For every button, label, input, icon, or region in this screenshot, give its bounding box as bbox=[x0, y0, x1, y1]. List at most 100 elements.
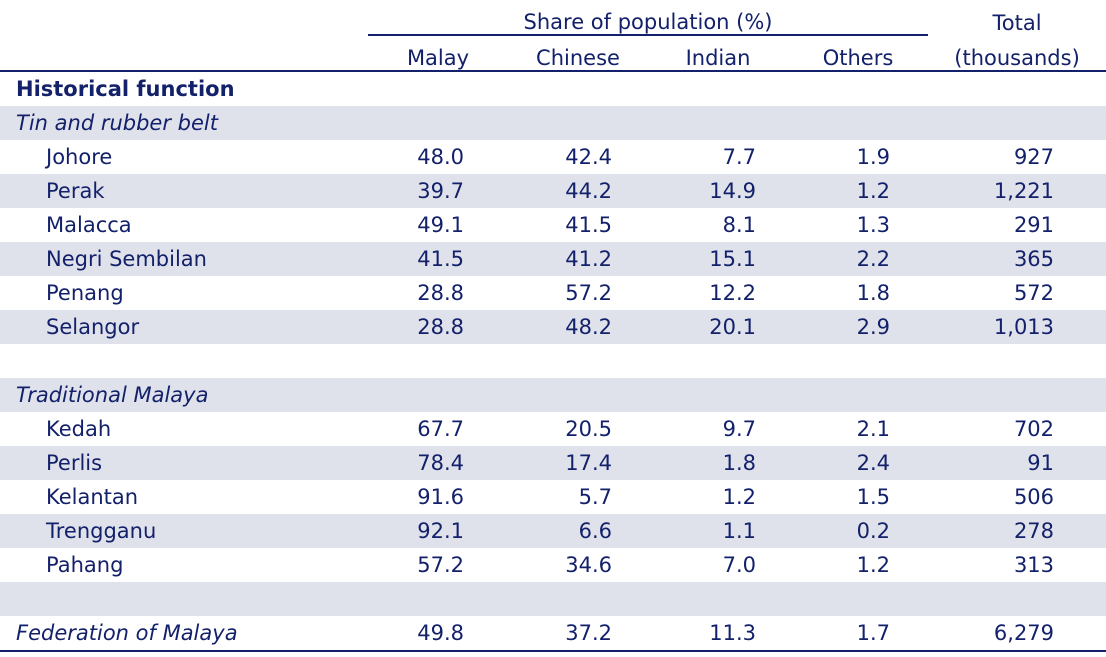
row-label: Kedah bbox=[46, 417, 112, 441]
cell-malay: 57.2 bbox=[417, 553, 464, 577]
cell-total: 1,013 bbox=[928, 310, 1106, 344]
spacer-cell bbox=[0, 582, 1106, 616]
cell-total: 365 bbox=[928, 242, 1106, 276]
federation-row: Federation of Malaya 49.8 37.2 11.3 1.7 6,279 bbox=[0, 616, 1106, 652]
group-label: Traditional Malaya bbox=[0, 378, 1106, 412]
cell-indian: 8.1 bbox=[722, 213, 756, 237]
cell-malay: 28.8 bbox=[368, 310, 508, 344]
cell-chinese: 57.2 bbox=[565, 281, 612, 305]
cell-chinese: 17.4 bbox=[508, 446, 648, 480]
cell-total: 927 bbox=[1013, 145, 1055, 169]
row-label: Penang bbox=[46, 281, 124, 305]
cell-others: 1.2 bbox=[856, 553, 891, 577]
cell-chinese: 42.4 bbox=[565, 145, 612, 169]
group-label-row: Traditional Malaya bbox=[0, 378, 1106, 412]
cell-total: 506 bbox=[1013, 485, 1055, 509]
cell-total: 702 bbox=[1013, 417, 1055, 441]
cell-indian: 15.1 bbox=[648, 242, 788, 276]
cell-malay: 92.1 bbox=[368, 514, 508, 548]
row-label: Pahang bbox=[46, 553, 124, 577]
table-row: Penang 28.8 57.2 12.2 1.8 572 bbox=[0, 276, 1106, 310]
spacer-row bbox=[0, 582, 1106, 616]
cell-others: 1.5 bbox=[856, 485, 891, 509]
section-title-row: Historical function bbox=[0, 71, 1106, 106]
group-label-row: Tin and rubber belt bbox=[0, 106, 1106, 140]
cell-others: 2.2 bbox=[788, 242, 929, 276]
cell-chinese: 34.6 bbox=[565, 553, 612, 577]
cell-indian: 7.7 bbox=[722, 145, 756, 169]
cell-chinese: 44.2 bbox=[508, 174, 648, 208]
cell-others: 1.8 bbox=[856, 281, 891, 305]
table-row: Trengganu 92.1 6.6 1.1 0.2 278 bbox=[0, 514, 1106, 548]
cell-malay: 78.4 bbox=[368, 446, 508, 480]
cell-indian: 9.7 bbox=[722, 417, 756, 441]
row-label: Kelantan bbox=[46, 485, 139, 509]
cell-chinese: 5.7 bbox=[578, 485, 612, 509]
cell-others: 2.4 bbox=[788, 446, 929, 480]
table-body: Historical function Tin and rubber belt Jo… bbox=[0, 71, 1106, 652]
row-label: Federation of Malaya bbox=[0, 616, 368, 652]
cell-malay: 39.7 bbox=[368, 174, 508, 208]
cell-indian: 1.2 bbox=[722, 485, 756, 509]
cell-total: 313 bbox=[1013, 553, 1055, 577]
cell-indian: 1.1 bbox=[648, 514, 788, 548]
table-row: Kedah 67.7 20.5 9.7 2.1 702 bbox=[0, 412, 1106, 446]
cell-others: 2.9 bbox=[788, 310, 929, 344]
row-label: Malacca bbox=[46, 213, 132, 237]
header-blank-sub bbox=[0, 35, 368, 72]
cell-indian: 1.8 bbox=[648, 446, 788, 480]
cell-indian: 20.1 bbox=[648, 310, 788, 344]
cell-total: 572 bbox=[1013, 281, 1055, 305]
section-title: Historical function bbox=[16, 77, 235, 101]
cell-malay: 49.8 bbox=[368, 616, 508, 652]
table-row: Perak 39.7 44.2 14.9 1.2 1,221 bbox=[0, 174, 1106, 208]
spacer-row bbox=[0, 344, 1106, 378]
cell-malay: 91.6 bbox=[417, 485, 464, 509]
cell-others: 0.2 bbox=[788, 514, 929, 548]
cell-chinese: 41.2 bbox=[508, 242, 648, 276]
cell-chinese: 41.5 bbox=[565, 213, 612, 237]
cell-malay: 48.0 bbox=[417, 145, 464, 169]
col-header-chinese: Chinese bbox=[508, 35, 648, 72]
cell-total: 91 bbox=[928, 446, 1106, 480]
col-header-indian: Indian bbox=[648, 35, 788, 72]
row-label: Negri Sembilan bbox=[0, 242, 368, 276]
cell-chinese: 6.6 bbox=[508, 514, 648, 548]
total-header-line1: Total bbox=[992, 11, 1042, 35]
cell-chinese: 37.2 bbox=[508, 616, 648, 652]
table-row: Pahang 57.2 34.6 7.0 1.2 313 bbox=[0, 548, 1106, 582]
table-row: Kelantan 91.6 5.7 1.2 1.5 506 bbox=[0, 480, 1106, 514]
cell-chinese: 48.2 bbox=[508, 310, 648, 344]
table-row: Negri Sembilan 41.5 41.2 15.1 2.2 365 bbox=[0, 242, 1106, 276]
total-header-line2: (thousands) bbox=[928, 35, 1106, 72]
cell-indian: 7.0 bbox=[722, 553, 756, 577]
table-row: Perlis 78.4 17.4 1.8 2.4 91 bbox=[0, 446, 1106, 480]
cell-total: 1,221 bbox=[928, 174, 1106, 208]
cell-indian: 11.3 bbox=[648, 616, 788, 652]
cell-others: 1.3 bbox=[856, 213, 891, 237]
cell-others: 2.1 bbox=[856, 417, 891, 441]
header-row-columns: Malay Chinese Indian Others (thousands) bbox=[0, 35, 1106, 72]
table-row: Malacca 49.1 41.5 8.1 1.3 291 bbox=[0, 208, 1106, 242]
cell-total: 291 bbox=[1013, 213, 1055, 237]
cell-others: 1.2 bbox=[788, 174, 929, 208]
cell-chinese: 20.5 bbox=[565, 417, 612, 441]
table-row: Johore 48.0 42.4 7.7 1.9 927 bbox=[0, 140, 1106, 174]
group-header: Share of population (%) bbox=[368, 0, 929, 36]
header-row-top: Share of population (%) Total bbox=[0, 0, 1106, 36]
cell-malay: 49.1 bbox=[417, 213, 464, 237]
cell-total: 278 bbox=[928, 514, 1106, 548]
cell-others: 1.7 bbox=[788, 616, 929, 652]
cell-others: 1.9 bbox=[856, 145, 891, 169]
col-header-others: Others bbox=[788, 35, 929, 72]
group-label: Tin and rubber belt bbox=[0, 106, 1106, 140]
spacer-cell bbox=[0, 344, 1106, 378]
cell-indian: 14.9 bbox=[648, 174, 788, 208]
row-label: Selangor bbox=[0, 310, 368, 344]
col-header-malay: Malay bbox=[368, 35, 508, 72]
cell-malay: 41.5 bbox=[368, 242, 508, 276]
row-label: Perlis bbox=[0, 446, 368, 480]
cell-malay: 28.8 bbox=[417, 281, 464, 305]
cell-malay: 67.7 bbox=[417, 417, 464, 441]
